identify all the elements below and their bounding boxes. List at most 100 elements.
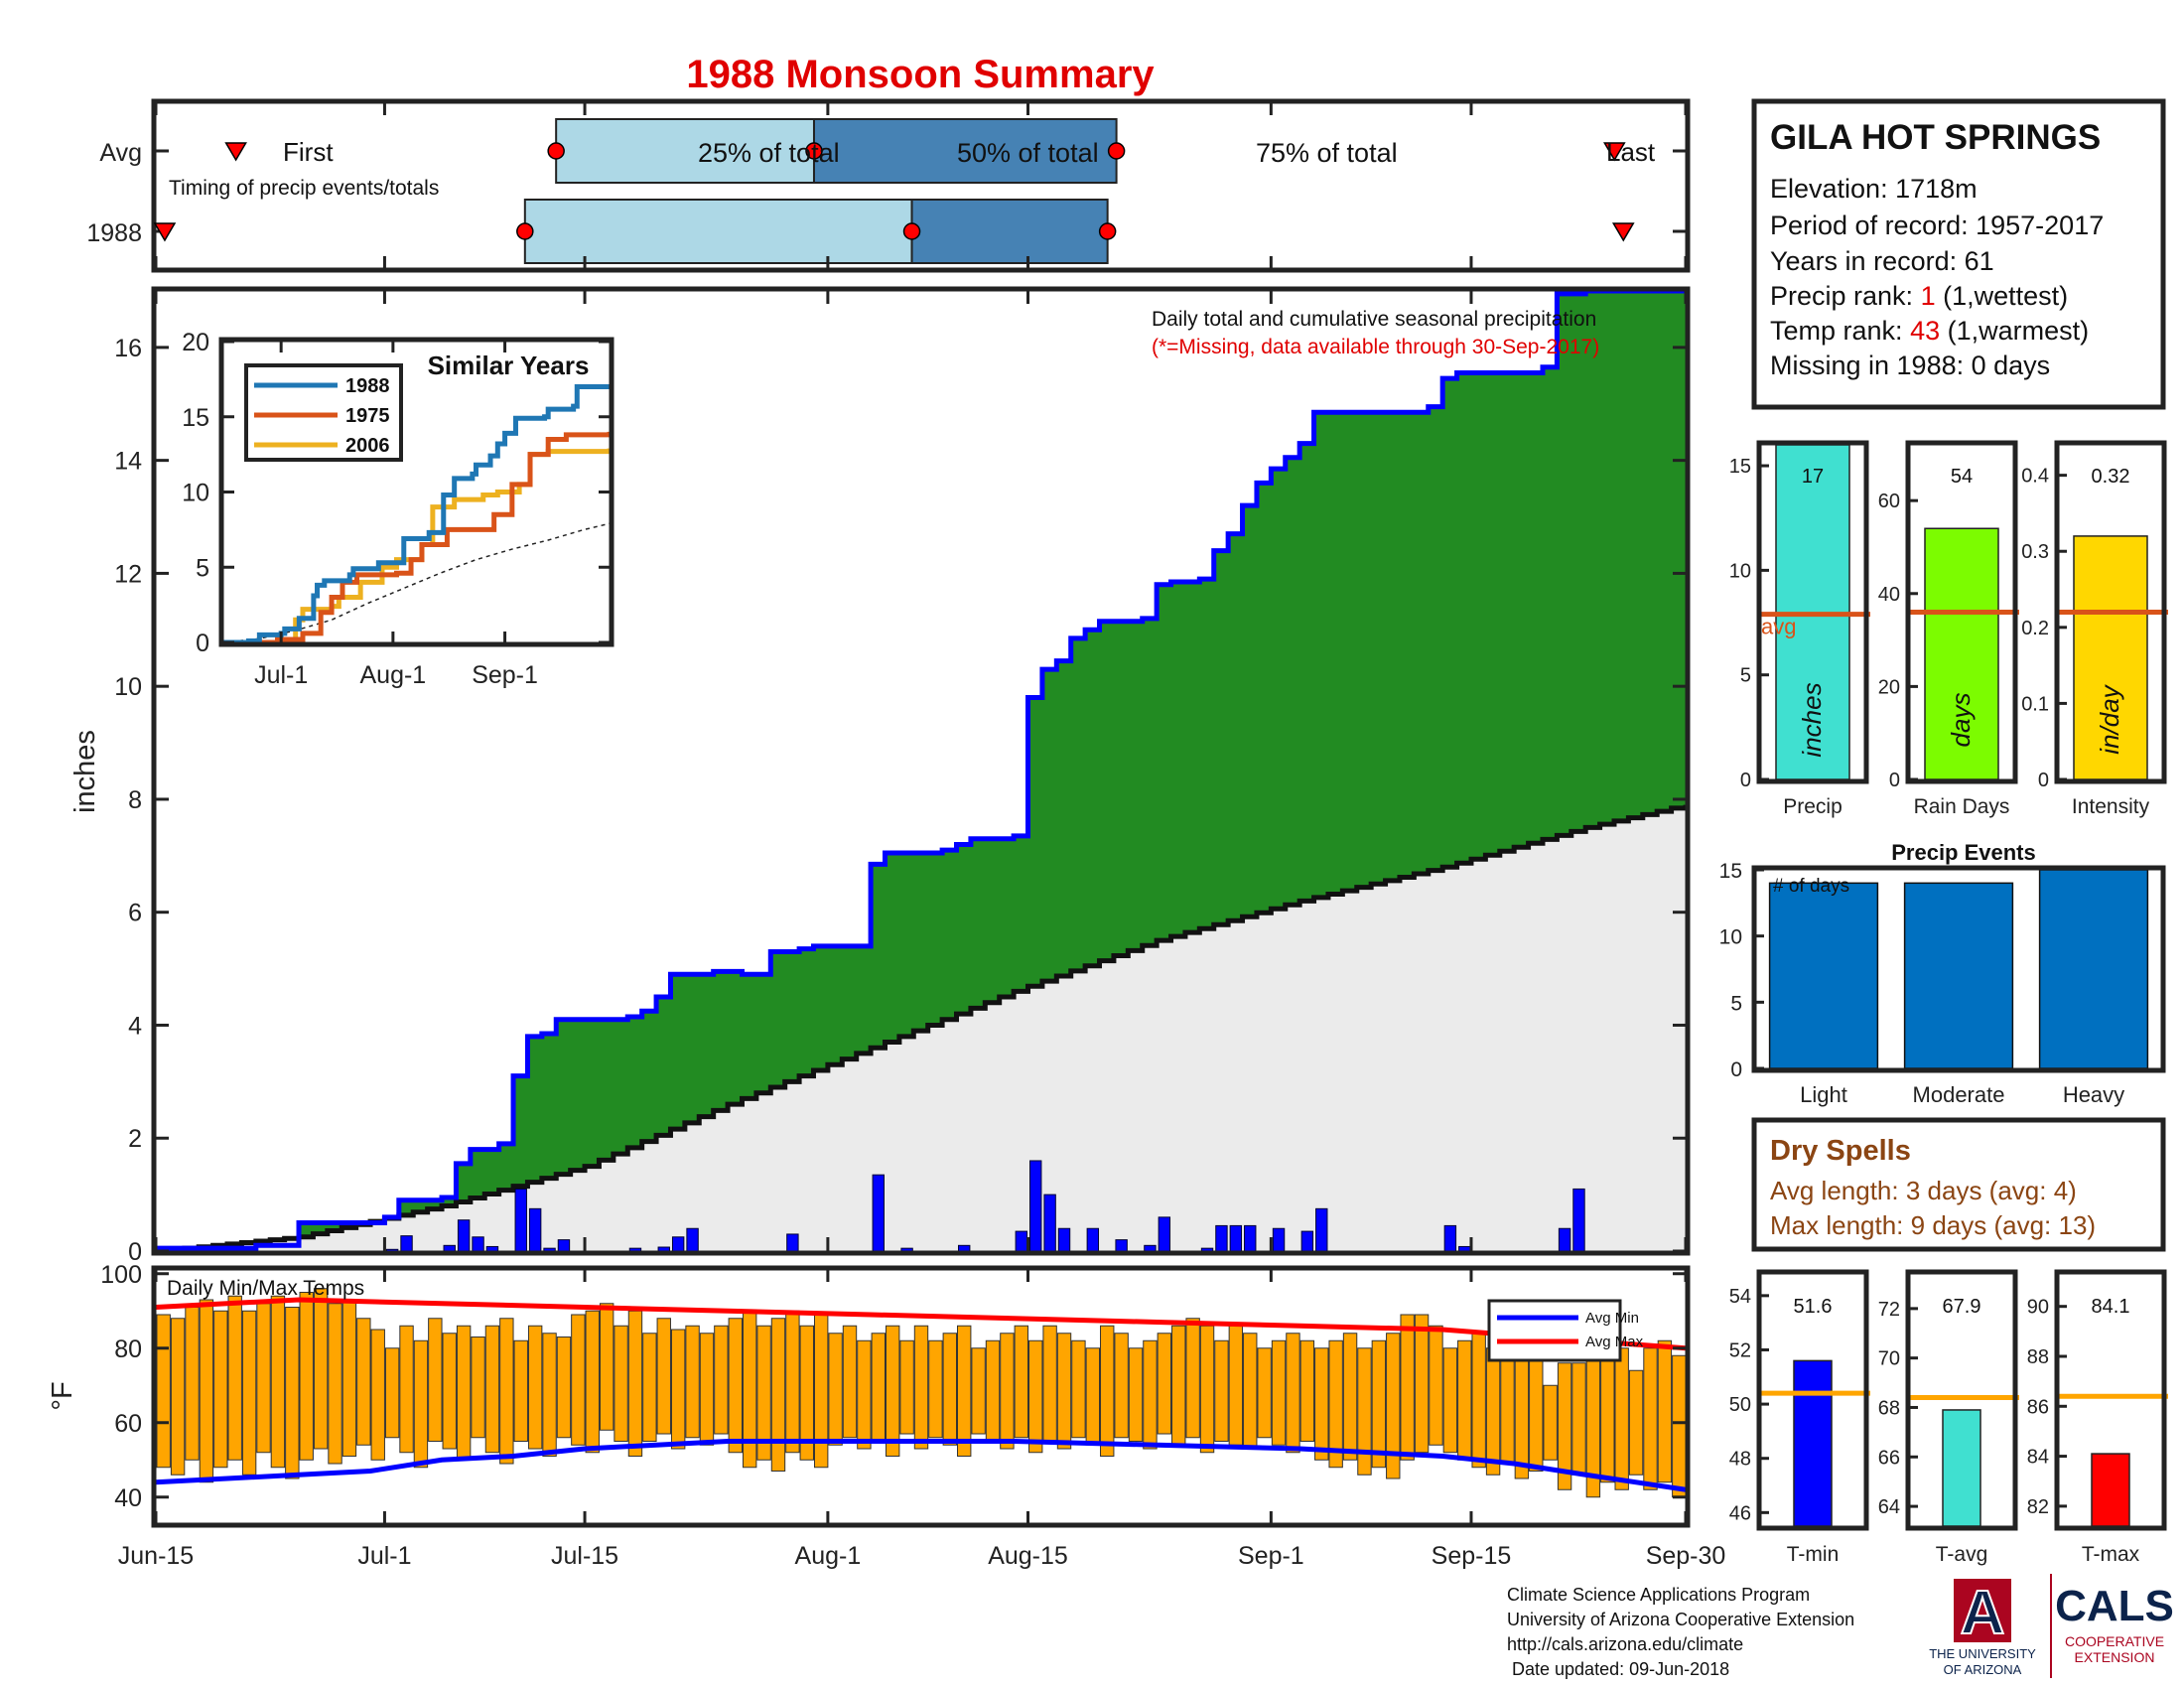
daily-temp-bar [213, 1310, 228, 1469]
station-temp-rank: Temp rank: 43 (1,warmest) [1770, 316, 2089, 346]
timing-year-first-last-marker [1611, 222, 1635, 242]
daily-temp-bar [1199, 1325, 1215, 1454]
date-axis-label: Jul-1 [357, 1542, 411, 1570]
precip-events-ytick-label: 5 [1730, 992, 1742, 1015]
daily-precip-bar [1300, 1230, 1314, 1252]
daily-precip-bar [1572, 1188, 1585, 1252]
main-ytick-label: 0 [128, 1238, 142, 1266]
daily-precip-bar [1115, 1239, 1128, 1252]
station-info-frame [1751, 98, 2166, 410]
daily-precip-bar [1086, 1227, 1100, 1252]
temp-summary-ytick-label: 64 [1878, 1496, 1900, 1518]
daily-precip-bar [671, 1236, 685, 1252]
summary-ytick-label: 40 [1878, 584, 1900, 606]
daily-temp-bar [270, 1295, 286, 1469]
inset-xtick-label: Sep-1 [472, 661, 538, 689]
summary-ytick-label: 20 [1878, 676, 1900, 698]
ua-logo-letter: A [1961, 1579, 2005, 1647]
daily-temp-bar [842, 1325, 858, 1439]
precip-events-ytick-label: 15 [1719, 860, 1742, 883]
temp-average-lines [155, 1297, 1687, 1492]
summary-panel-rain-days: 0 20 40 60 54 days Rain Days [1878, 440, 2019, 818]
daily-precip-bar [472, 1236, 484, 1252]
daily-temp-bar [770, 1318, 786, 1472]
daily-temp-bar [656, 1318, 671, 1435]
daily-temp-bar [1557, 1362, 1572, 1490]
daily-temp-bar [1328, 1339, 1343, 1469]
timing-first-label: First [283, 137, 334, 167]
dry-spells-avg: Avg length: 3 days (avg: 4) [1770, 1176, 2077, 1205]
avg-max-temp-line [155, 1297, 1687, 1351]
cals-logo-sub1: COOPERATIVE [2065, 1633, 2164, 1649]
summary-name-label: Precip [1783, 795, 1843, 818]
inset-legend-label: 2006 [345, 435, 390, 457]
date-axis-label: Sep-15 [1432, 1542, 1512, 1570]
temp-rank-suffix: (1,warmest) [1940, 316, 2089, 346]
daily-temp-bar [1571, 1362, 1586, 1476]
timing-row-avg: Avg [99, 139, 142, 167]
daily-temp-bar [1400, 1314, 1415, 1461]
timing-p50-label: 50% of total [957, 138, 1099, 168]
date-axis-label: Aug-1 [795, 1542, 862, 1570]
temp-summary-name-label: T-min [1787, 1543, 1840, 1566]
summary-avg-text: avg [1761, 615, 1796, 639]
summary-bar-panels: 0 5 10 15 17 inches Precip avg 0 20 40 60 54 days Rain… [1729, 440, 2168, 818]
daily-temp-bar [1214, 1339, 1229, 1442]
daily-temp-bar [1286, 1333, 1300, 1454]
daily-temp-bar [985, 1339, 1001, 1442]
temp-summary-ytick-label: 54 [1729, 1286, 1751, 1308]
daily-temp-bar [256, 1303, 271, 1454]
daily-temp-bar [1471, 1333, 1486, 1469]
precip-event-bar [1903, 882, 2014, 1069]
daily-temp-bar [1414, 1314, 1430, 1454]
daily-temp-bar [1357, 1347, 1372, 1476]
summary-ytick-label: 0 [1889, 770, 1900, 791]
summary-value-label: 17 [1802, 466, 1824, 488]
daily-precip-bar [557, 1239, 571, 1252]
main-note: Daily total and cumulative seasonal prec… [1152, 308, 1596, 331]
inset-xtick-label: Aug-1 [360, 661, 427, 689]
daily-precip-bar [528, 1207, 542, 1252]
timing-year-q3-bar [910, 199, 1109, 264]
daily-precip-bar [786, 1233, 799, 1252]
daily-temp-bar [742, 1310, 757, 1469]
temp-summary-ytick-label: 90 [2027, 1297, 2049, 1319]
main-ytick-label: 6 [128, 900, 142, 927]
daily-temp-bar [1014, 1325, 1029, 1439]
daily-temp-bar [1042, 1325, 1057, 1442]
daily-precip-bar [1215, 1224, 1228, 1252]
temp-summary-frame [2054, 1269, 2167, 1531]
temp-summary-ytick-label: 50 [1729, 1394, 1751, 1416]
temps-frame [151, 1265, 1691, 1528]
daily-temp-bar [1457, 1339, 1472, 1461]
summary-ytick-label: 0.3 [2021, 541, 2049, 563]
daily-temp-bar [1614, 1347, 1629, 1490]
timing-caption: Timing of precip events/totals [169, 177, 439, 200]
daily-temp-bar [971, 1347, 986, 1435]
daily-temp-bar [1514, 1347, 1530, 1479]
footer: Climate Science Applications Program Uni… [1507, 1585, 1854, 1679]
date-axis-label: Aug-15 [988, 1542, 1068, 1570]
date-axis-label: Jul-15 [551, 1542, 618, 1570]
timing-avg-q3-bar [812, 118, 1118, 184]
main-ytick-label: 14 [114, 448, 142, 476]
summary-unit-label: inches [1797, 682, 1827, 757]
timing-avg-quartile-dot [1107, 142, 1126, 160]
inset-ytick-label: 10 [182, 480, 209, 507]
daily-temp-bar [399, 1325, 414, 1454]
temp-summary-value-label: 51.6 [1794, 1296, 1833, 1318]
timing-p75-label: 75% of total [1256, 138, 1398, 168]
daily-temp-bar [1056, 1333, 1072, 1450]
summary-ytick-label: 15 [1729, 456, 1751, 478]
date-axis-label: Sep-1 [1238, 1542, 1304, 1570]
daily-temp-bar [828, 1333, 843, 1446]
daily-temp-bar [1257, 1347, 1272, 1439]
temp-rank-value: 43 [1910, 316, 1940, 346]
daily-temp-bar [1114, 1333, 1129, 1439]
station-years: Years in record: 61 [1770, 246, 1994, 276]
daily-precip-bar [1229, 1224, 1243, 1252]
summary-ytick-label: 60 [1878, 491, 1900, 512]
daily-temp-bar [156, 1314, 171, 1469]
daily-precip-bar [1272, 1227, 1286, 1252]
daily-temp-bar [241, 1310, 257, 1476]
